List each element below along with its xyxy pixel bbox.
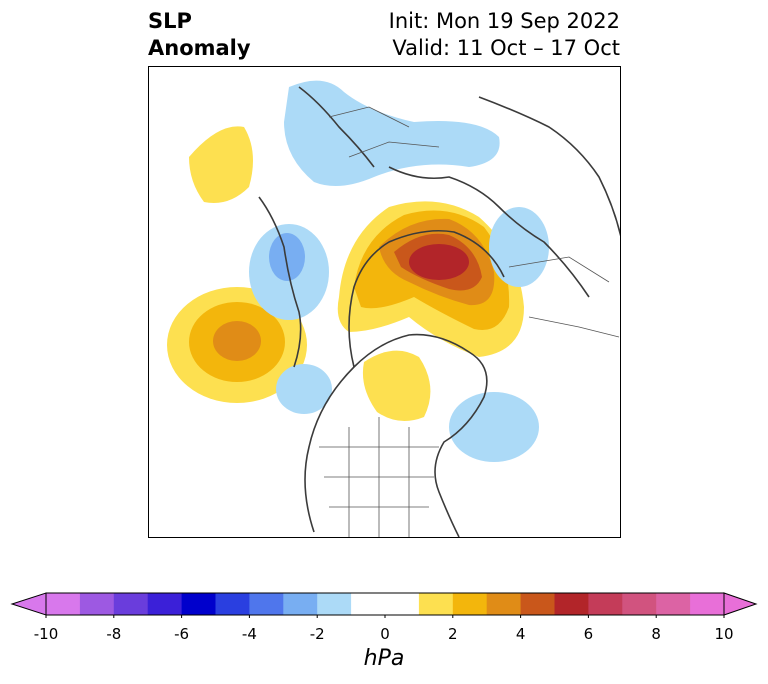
colorbar-extend-max [723,592,758,616]
colorbar-swatch [385,593,420,615]
colorbar-swatch [486,593,522,615]
anomaly-atlantic-neg [449,392,539,462]
anomaly-europe-neg [284,80,500,186]
colorbar-tick-label: 2 [448,625,458,643]
colorbar-swatch [520,593,555,615]
colorbar-units-label: hPa [363,646,405,671]
colorbar-swatch [79,593,115,615]
anomaly-gulf-neg [276,364,332,414]
map-canvas [167,80,620,537]
slp-anomaly-map [148,66,621,538]
colorbar-tick-label: 4 [515,625,526,643]
anomaly-hudson-2 [362,350,431,421]
title-left-line1: SLP [148,9,192,33]
map-subtitle: Init: Mon 19 Sep 2022 Valid: 11 Oct – 17… [389,8,620,62]
colorbar-extend-min [10,592,47,616]
map-title: SLP Anomaly [148,8,251,62]
colorbar-swatch [554,593,589,615]
colorbar-swatch [351,593,386,615]
colorbar-swatch [622,593,657,615]
colorbar-swatch [181,593,216,615]
colorbar-swatch [656,593,691,615]
colorbar-tick-label: -10 [33,625,59,643]
anomaly-shading [167,80,549,462]
colorbar-swatch [690,593,725,615]
colorbar-swatch [46,593,81,615]
valid-date-label: Valid: 11 Oct – 17 Oct [392,36,620,60]
colorbar-tick-label: 8 [651,625,661,643]
colorbar-swatch [249,593,284,615]
anomaly-greenland-2 [189,126,253,203]
anomaly-siberia-neg [489,207,549,287]
anomaly-pacific-4 [213,321,261,361]
init-date-label: Init: Mon 19 Sep 2022 [388,9,620,33]
country-borders [319,106,620,537]
colorbar-tick-label: 0 [380,625,390,643]
colorbar-swatch [283,593,318,615]
colorbar-tick-label: 10 [714,625,734,643]
anomaly-russia-neg4 [269,233,305,281]
colorbar-swatch [215,593,250,615]
colorbar-tick-label: 6 [583,625,594,643]
coastlines [258,86,620,537]
colorbar-tick-label: -4 [241,625,257,643]
colorbar-swatch [147,593,183,615]
colorbar-swatch [452,593,488,615]
colorbar-swatch [588,593,623,615]
title-left-line2: Anomaly [148,36,251,60]
colorbar-tick-label: -8 [106,625,122,643]
colorbar [10,592,758,618]
colorbar-swatch [418,593,454,615]
colorbar-swatch [317,593,352,615]
colorbar-tick-label: -6 [174,625,190,643]
anomaly-arctic-6 [409,244,469,280]
colorbar-tick-label: -2 [309,625,325,643]
colorbar-swatch [113,593,149,615]
